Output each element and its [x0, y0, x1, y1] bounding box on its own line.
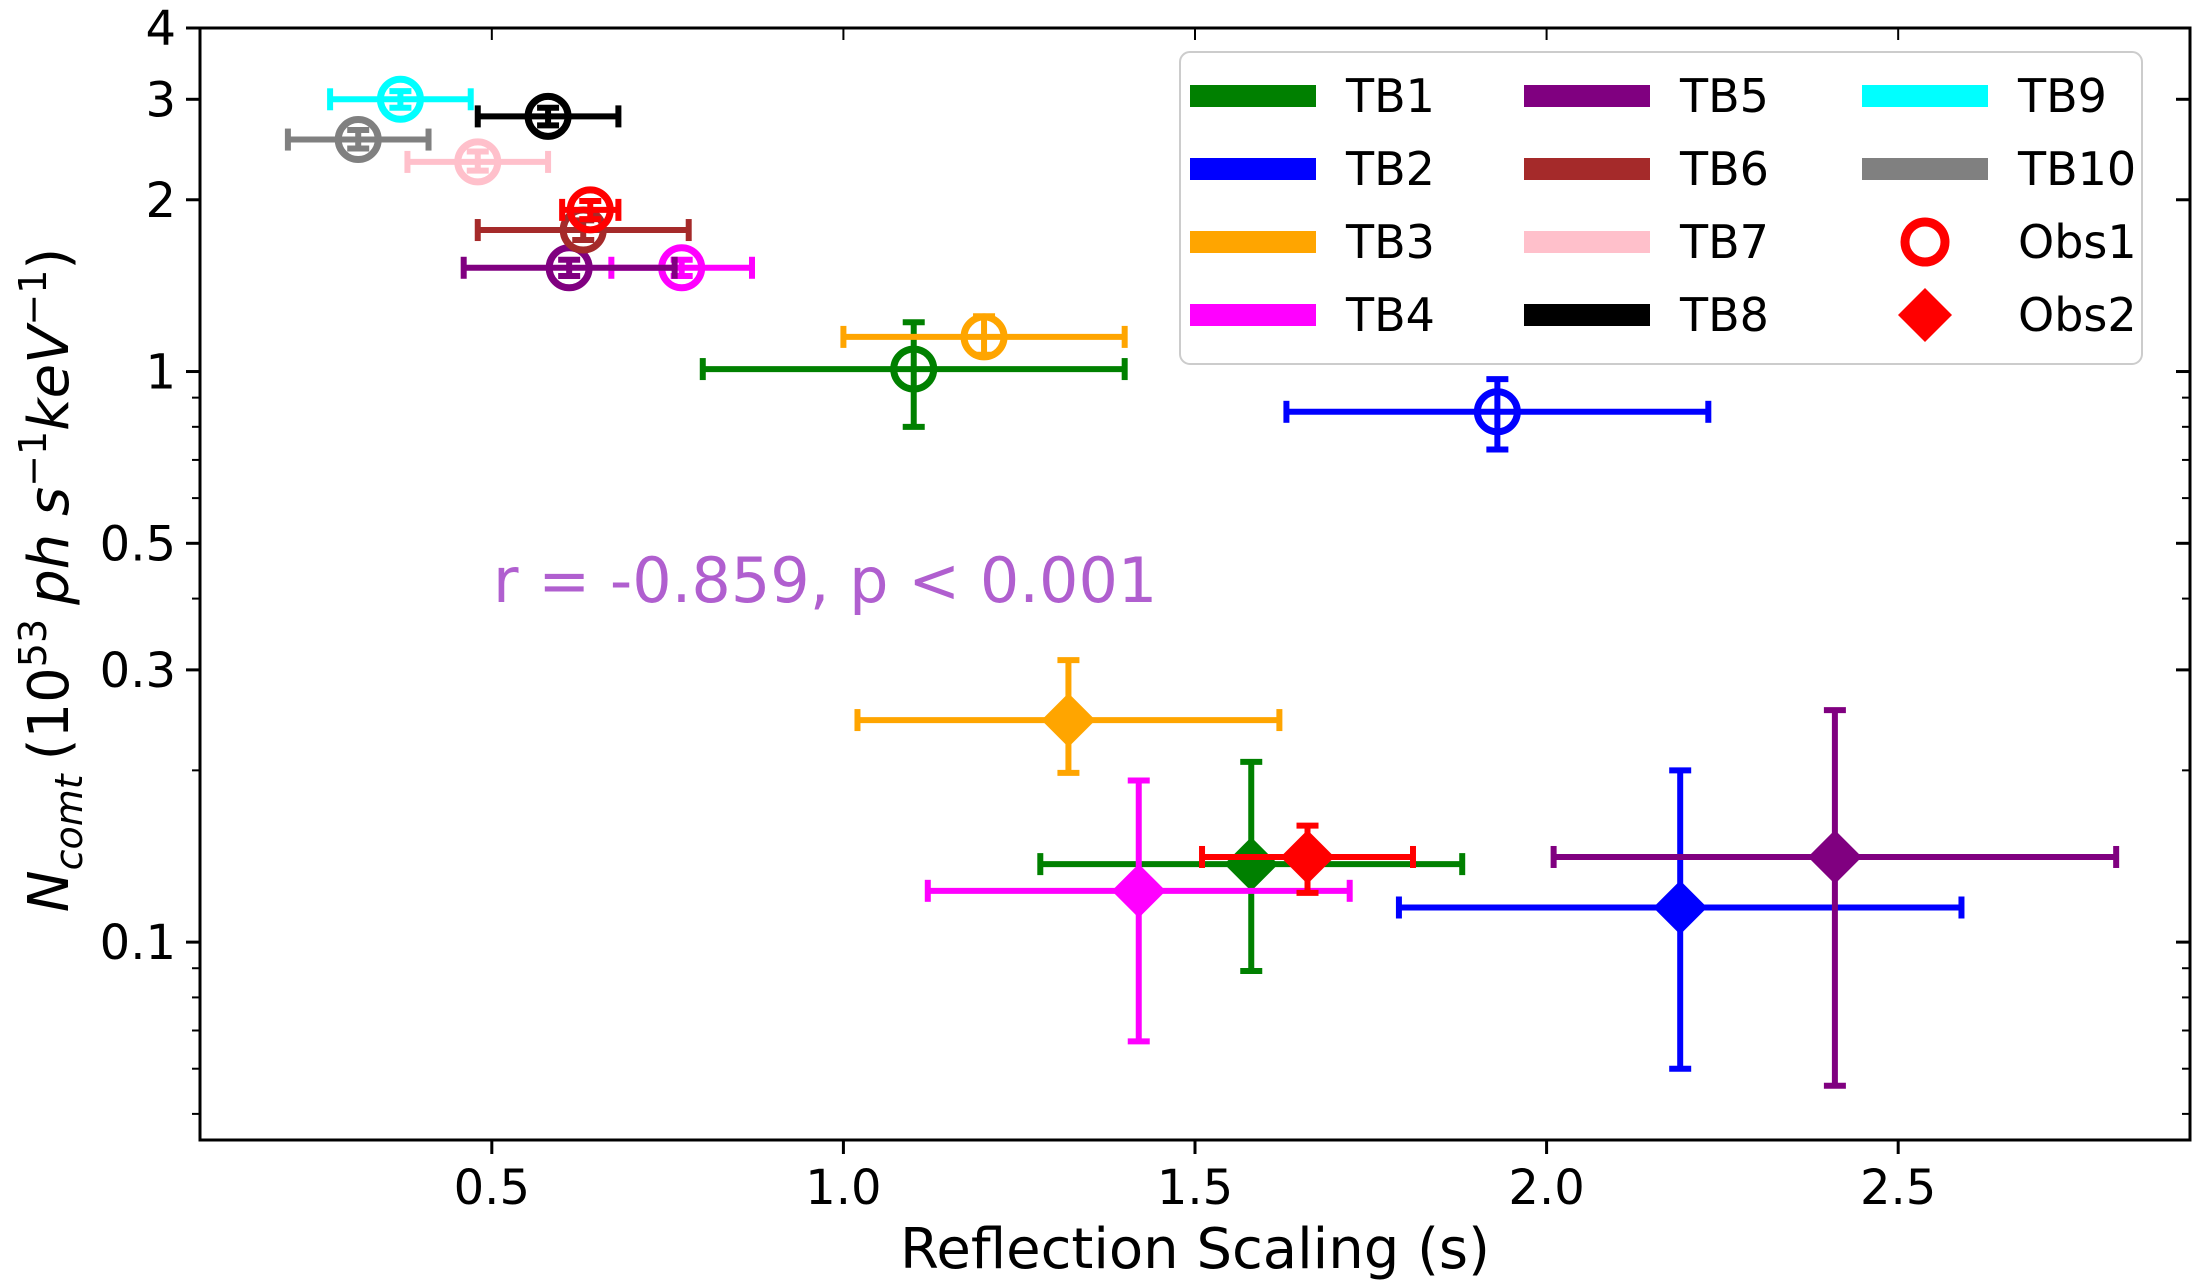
legend-label: TB9 [2017, 69, 2107, 123]
diamond-marker [1280, 829, 1335, 884]
legend-frame [1179, 51, 2143, 365]
y-axis-title: Ncomt(1053ph s−1keV−1) [11, 248, 91, 913]
legend-label: Obs2 [2018, 288, 2137, 342]
correlation-annotation: r = -0.859, p < 0.001 [493, 544, 1157, 617]
circle-marker [454, 138, 502, 186]
plot-marks [284, 75, 2120, 1089]
data-point-obs1-obs1 [559, 186, 622, 234]
data-point-obs2-tb1 [1037, 758, 1466, 975]
legend-label: TB6 [1679, 142, 1769, 196]
diamond-marker [1111, 863, 1166, 918]
legend-circle-marker [1900, 217, 1950, 267]
y-tick-label: 4 [145, 1, 176, 57]
legend-swatch [1862, 158, 1988, 180]
legend-swatch [1524, 158, 1650, 180]
data-point-obs2-tb2 [1395, 767, 1965, 1072]
y-axis: 0.1 0.3 0.5 1 2 3 4 [100, 1, 2190, 1115]
legend-swatch [1524, 304, 1650, 326]
legend-label: TB7 [1679, 215, 1769, 269]
legend-swatch [1190, 158, 1316, 180]
legend-item-obs1: Obs1 [1900, 215, 2137, 269]
data-point-obs1-tb2 [1283, 376, 1712, 453]
y-tick-label: 0.5 [100, 516, 176, 572]
y-title-base: N [17, 870, 82, 912]
legend-item-tb8: TB8 [1524, 288, 1769, 342]
y-title-unit-suffix: keV [17, 322, 82, 431]
circle-marker [334, 116, 382, 164]
y-title-unit-exponent: −1 [11, 431, 55, 487]
x-tick-label: 1.0 [805, 1160, 881, 1216]
data-point-obs1-tb8 [474, 92, 622, 140]
legend-swatch [1862, 85, 1988, 107]
circle-marker [524, 92, 572, 140]
legend-item-tb5: TB5 [1524, 69, 1769, 123]
legend-item-tb4: TB4 [1190, 288, 1435, 342]
data-point-obs1-tb10 [284, 116, 432, 164]
y-title-unit: ph s [17, 487, 82, 606]
x-axis: 0.5 1.0 1.5 2.0 2.5 [454, 28, 1936, 1216]
diamond-marker [1224, 837, 1279, 892]
legend-diamond-marker [1898, 288, 1952, 342]
legend-label: TB5 [1679, 69, 1769, 123]
y-tick-label: 0.1 [100, 915, 176, 971]
circle-marker [890, 345, 938, 393]
legend-item-tb6: TB6 [1524, 142, 1769, 196]
data-point-obs2-tb3 [854, 657, 1283, 776]
y-tick-label: 3 [145, 72, 176, 128]
legend-swatch [1524, 85, 1650, 107]
legend-item-tb9: TB9 [1862, 69, 2107, 123]
legend-items: TB1 TB2 TB3 TB4 TB5 TB6 TB7 TB8 TB9 TB10 Obs1 Obs2 [1190, 69, 2137, 342]
y-tick-label: 1 [145, 345, 176, 401]
circle-marker [566, 186, 614, 234]
diamond-marker [1807, 829, 1862, 884]
legend-swatch [1190, 304, 1316, 326]
y-title-close: ) [17, 248, 82, 270]
data-point-obs2-obs2 [1199, 822, 1416, 896]
legend-item-tb3: TB3 [1190, 215, 1435, 269]
y-title-unit-prefix: (10 [17, 667, 82, 760]
legend-label: TB10 [2017, 142, 2136, 196]
data-point-obs2-tb4 [924, 777, 1353, 1045]
x-axis-title: Reflection Scaling (s) [900, 1217, 1490, 1280]
circle-marker [1473, 388, 1521, 436]
legend-label: TB1 [1345, 69, 1435, 123]
y-title-exponent: 53 [11, 619, 55, 667]
x-tick-label: 0.5 [454, 1160, 530, 1216]
legend-label: TB8 [1679, 288, 1769, 342]
legend: TB1 TB2 TB3 TB4 TB5 TB6 TB7 TB8 TB9 TB10 Obs1 Obs2 [1179, 51, 2143, 365]
data-point-obs1-tb9 [327, 75, 474, 123]
legend-label: TB4 [1345, 288, 1435, 342]
legend-swatch [1190, 231, 1316, 253]
diamond-marker [1653, 880, 1708, 935]
y-tick-label: 2 [145, 173, 176, 229]
y-title-subscript: comt [47, 772, 91, 870]
diamond-marker [1041, 693, 1096, 748]
legend-item-tb2: TB2 [1190, 142, 1435, 196]
legend-swatch [1190, 85, 1316, 107]
legend-label: TB3 [1345, 215, 1435, 269]
y-title-unit-exponent-2: −1 [11, 270, 55, 326]
legend-item-tb7: TB7 [1524, 215, 1769, 269]
y-tick-label: 0.3 [100, 643, 176, 699]
legend-item-tb10: TB10 [1862, 142, 2136, 196]
circle-marker [376, 75, 424, 123]
legend-label: Obs1 [2018, 215, 2137, 269]
data-point-obs1-tb7 [404, 138, 552, 186]
data-point-obs1-tb5 [460, 244, 678, 292]
circle-marker [960, 313, 1008, 361]
legend-label: TB2 [1345, 142, 1435, 196]
legend-item-obs2: Obs2 [1898, 288, 2137, 342]
data-point-obs2-tb5 [1550, 707, 2120, 1089]
x-tick-label: 2.0 [1508, 1160, 1584, 1216]
x-tick-label: 1.5 [1157, 1160, 1233, 1216]
x-tick-label: 2.5 [1860, 1160, 1936, 1216]
data-point-obs1-tb3 [840, 313, 1128, 361]
legend-swatch [1524, 231, 1650, 253]
legend-item-tb1: TB1 [1190, 69, 1435, 123]
